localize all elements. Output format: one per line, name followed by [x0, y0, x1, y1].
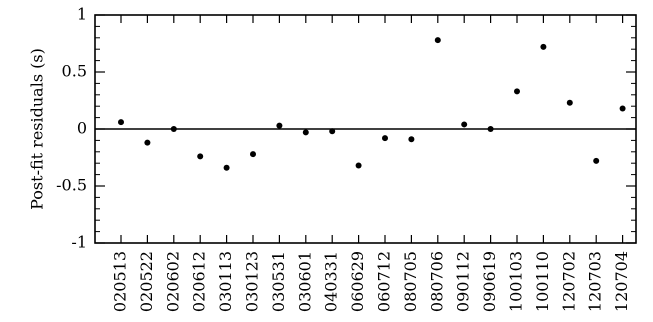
x-tick-label: 030123	[243, 251, 262, 312]
y-axis-title: Post-fit residuals (s)	[28, 48, 47, 210]
x-tick-label: 100103	[507, 251, 526, 312]
data-points	[118, 37, 626, 171]
data-point	[408, 136, 415, 143]
x-tick-label: 120703	[586, 251, 605, 312]
x-tick-label: 090619	[480, 251, 499, 312]
data-point	[144, 139, 151, 146]
y-tick-label: -1	[71, 233, 87, 252]
y-tick-label: 0.5	[62, 62, 87, 81]
data-point	[434, 37, 441, 44]
data-point	[593, 157, 600, 164]
data-point	[487, 126, 494, 132]
x-tick-label: 080705	[401, 251, 420, 312]
x-tick-label: 120702	[559, 251, 578, 312]
data-point	[355, 162, 362, 169]
y-tick-label: -0.5	[56, 176, 87, 195]
x-tick-label: 090112	[454, 251, 473, 312]
data-point	[540, 43, 547, 50]
data-point	[619, 105, 626, 112]
x-tick-label: 030531	[269, 251, 288, 312]
x-tick-label: 100110	[533, 251, 552, 312]
data-point	[197, 153, 204, 160]
x-tick-label: 080706	[427, 251, 446, 312]
data-point	[302, 129, 309, 136]
x-tick-label: 060712	[375, 251, 394, 312]
x-tick-label: 020513	[111, 251, 130, 312]
x-axis-ticks: 020513 020522 020602 020612 030113 030123 0305…	[111, 15, 631, 312]
data-point	[170, 126, 177, 132]
y-axis-ticks: 1 0.5 0 -0.5 -1	[56, 5, 636, 252]
data-point	[382, 135, 388, 142]
x-tick-label: 030113	[216, 251, 235, 312]
x-tick-label: 020522	[137, 251, 156, 312]
x-tick-label: 040331	[322, 251, 341, 312]
data-point	[514, 88, 520, 95]
data-point	[329, 128, 336, 135]
x-tick-label: 020612	[190, 251, 209, 312]
data-point	[250, 151, 256, 158]
data-point	[118, 119, 124, 126]
data-point	[276, 122, 283, 129]
y-tick-label: 0	[77, 119, 87, 138]
x-tick-label: 120704	[612, 251, 631, 312]
x-tick-label: 030601	[295, 251, 314, 312]
data-point	[223, 164, 230, 171]
y-tick-label: 1	[77, 5, 87, 24]
data-point	[461, 121, 468, 128]
x-tick-label: 060629	[348, 251, 367, 312]
x-tick-label: 020602	[163, 251, 182, 312]
data-point	[566, 99, 573, 106]
